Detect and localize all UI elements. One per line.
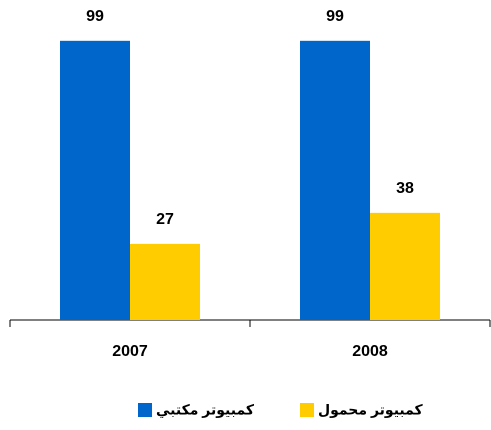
legend-label: كمبيوتر مكتبي [156,402,255,419]
bar [60,40,130,320]
value-label: 38 [396,180,414,197]
legend-swatch [300,403,314,417]
value-label: 99 [86,8,104,25]
bar [300,40,370,320]
value-label: 27 [156,211,174,228]
x-tick-label: 2008 [352,343,388,360]
legend-swatch [138,403,152,417]
bar [370,212,440,320]
x-tick-label: 2007 [112,343,148,360]
bar [130,243,200,320]
value-label: 99 [326,8,344,25]
legend-label: كمبيوتر محمول [318,402,424,419]
